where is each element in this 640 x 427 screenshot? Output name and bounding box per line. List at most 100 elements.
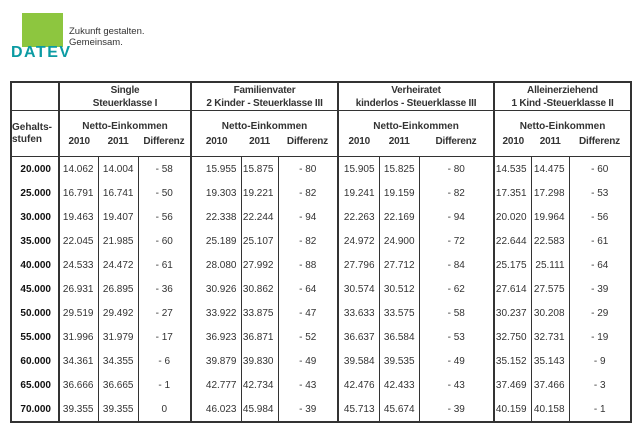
netto-value-cell: 36.871 bbox=[240, 325, 278, 349]
netto-value-cell: 26.931 bbox=[58, 277, 98, 301]
table-row: 45.000 26.931 26.895- 36 30.926 30.862- 64 30… bbox=[11, 277, 632, 301]
netto-value-cell: 24.472 bbox=[97, 253, 138, 277]
gehaltsstufe-cell: 35.000 bbox=[20, 235, 51, 247]
netto-value-cell: 39.584 bbox=[337, 349, 380, 373]
netto-value-cell: 33.633 bbox=[337, 301, 380, 325]
netto-value-cell: 22.644 bbox=[493, 229, 532, 253]
col-header-2010: 2010 bbox=[502, 135, 525, 147]
netto-value-cell: 36.923 bbox=[190, 325, 241, 349]
netto-value-cell: 46.023 bbox=[190, 397, 241, 422]
differenz-cell: - 58 bbox=[137, 156, 191, 181]
col-header-differenz: Differenz bbox=[286, 135, 328, 147]
differenz-cell: - 39 bbox=[277, 397, 339, 422]
netto-value-cell: 32.731 bbox=[530, 325, 570, 349]
year-headers: 2010 2011 Differenz bbox=[339, 136, 493, 147]
differenz-cell: - 82 bbox=[418, 181, 495, 205]
netto-value-cell: 40.159 bbox=[493, 397, 532, 422]
netto-value-cell: 36.666 bbox=[58, 373, 98, 397]
netto-value-cell: 29.519 bbox=[58, 301, 98, 325]
netto-value-cell: 16.791 bbox=[58, 181, 98, 205]
col-header-2011: 2011 bbox=[539, 135, 561, 147]
datev-wordmark: DATEV bbox=[11, 44, 72, 61]
netto-value-cell: 14.535 bbox=[493, 156, 532, 181]
netto-value-cell: 19.303 bbox=[190, 181, 241, 205]
table-row: 70.000 39.355 39.355 0 46.023 45.984- 39 45.71… bbox=[11, 397, 632, 422]
gehaltsstufe-cell: 55.000 bbox=[20, 331, 51, 343]
differenz-cell: - 36 bbox=[137, 277, 191, 301]
table-row: 55.000 31.996 31.979- 17 36.923 36.871- 52 36… bbox=[11, 325, 632, 349]
year-headers: 2010 2011 Differenz bbox=[60, 136, 190, 147]
netto-value-cell: 22.583 bbox=[530, 229, 570, 253]
differenz-cell: - 82 bbox=[277, 229, 339, 253]
differenz-cell: - 50 bbox=[137, 181, 191, 205]
netto-value-cell: 27.796 bbox=[337, 253, 380, 277]
netto-value-cell: 19.221 bbox=[240, 181, 278, 205]
differenz-cell: - 80 bbox=[418, 156, 495, 181]
netto-value-cell: 42.433 bbox=[378, 373, 420, 397]
netto-value-cell: 19.159 bbox=[378, 181, 420, 205]
netto-value-cell: 22.169 bbox=[378, 205, 420, 229]
differenz-cell: - 49 bbox=[277, 349, 339, 373]
differenz-cell: - 61 bbox=[568, 229, 632, 253]
netto-value-cell: 25.175 bbox=[493, 253, 532, 277]
netto-value-cell: 27.992 bbox=[240, 253, 278, 277]
differenz-cell: - 27 bbox=[137, 301, 191, 325]
group-header-verheiratet: Verheiratet kinderlos - Steuerklasse III bbox=[337, 82, 495, 111]
gehaltsstufe-cell: 20.000 bbox=[20, 163, 51, 175]
year-headers: 2010 2011 Differenz bbox=[192, 136, 337, 147]
differenz-cell: - 88 bbox=[277, 253, 339, 277]
netto-value-cell: 19.964 bbox=[530, 205, 570, 229]
netto-value-cell: 25.111 bbox=[530, 253, 570, 277]
netto-value-cell: 24.900 bbox=[378, 229, 420, 253]
differenz-cell: - 1 bbox=[137, 373, 191, 397]
datev-logo-square bbox=[22, 13, 63, 47]
netto-value-cell: 42.476 bbox=[337, 373, 380, 397]
differenz-cell: - 9 bbox=[568, 349, 632, 373]
netto-value-cell: 24.972 bbox=[337, 229, 380, 253]
differenz-cell: - 39 bbox=[418, 397, 495, 422]
brand-tagline: Zukunft gestalten. Gemeinsam. bbox=[69, 26, 145, 48]
group-title-line2: kinderlos - Steuerklasse III bbox=[355, 97, 477, 109]
netto-value-cell: 39.355 bbox=[58, 397, 98, 422]
netto-value-cell: 22.045 bbox=[58, 229, 98, 253]
differenz-cell: - 64 bbox=[277, 277, 339, 301]
netto-value-cell: 42.777 bbox=[190, 373, 241, 397]
netto-value-cell: 17.298 bbox=[530, 181, 570, 205]
netto-value-cell: 45.713 bbox=[337, 397, 380, 422]
differenz-cell: - 1 bbox=[568, 397, 632, 422]
table-row: 50.000 29.519 29.492- 27 33.922 33.875- 47 33… bbox=[11, 301, 632, 325]
netto-value-cell: 36.584 bbox=[378, 325, 420, 349]
rowhead-line2: stufen bbox=[12, 133, 42, 145]
group-title-line2: Steuerklasse I bbox=[92, 97, 158, 109]
differenz-cell: - 62 bbox=[418, 277, 495, 301]
netto-value-cell: 16.741 bbox=[97, 181, 138, 205]
netto-value-cell: 31.996 bbox=[58, 325, 98, 349]
netto-value-cell: 35.152 bbox=[493, 349, 532, 373]
netto-value-cell: 26.895 bbox=[97, 277, 138, 301]
col-header-2010: 2010 bbox=[205, 135, 228, 147]
differenz-cell: - 43 bbox=[418, 373, 495, 397]
netto-value-cell: 33.922 bbox=[190, 301, 241, 325]
col-header-2011: 2011 bbox=[388, 135, 410, 147]
netto-value-cell: 27.575 bbox=[530, 277, 570, 301]
table-row: 40.000 24.533 24.472- 61 28.080 27.992- 88 27… bbox=[11, 253, 632, 277]
netto-value-cell: 15.875 bbox=[240, 156, 278, 181]
gehaltsstufe-cell: 30.000 bbox=[20, 211, 51, 223]
netto-value-cell: 19.241 bbox=[337, 181, 380, 205]
differenz-cell: - 60 bbox=[568, 156, 632, 181]
netto-value-cell: 15.955 bbox=[190, 156, 241, 181]
netto-value-cell: 30.237 bbox=[493, 301, 532, 325]
netto-value-cell: 29.492 bbox=[97, 301, 138, 325]
netto-value-cell: 34.355 bbox=[97, 349, 138, 373]
col-header-2011: 2011 bbox=[107, 135, 129, 147]
group-header-alleinerziehend: Alleinerziehend 1 Kind -Steuerklasse II bbox=[493, 82, 632, 111]
netto-value-cell: 20.020 bbox=[493, 205, 532, 229]
netto-value-cell: 45.984 bbox=[240, 397, 278, 422]
netto-value-cell: 30.926 bbox=[190, 277, 241, 301]
differenz-cell: - 82 bbox=[277, 181, 339, 205]
differenz-cell: - 56 bbox=[137, 205, 191, 229]
col-header-differenz: Differenz bbox=[578, 135, 620, 147]
differenz-cell: - 49 bbox=[418, 349, 495, 373]
netto-value-cell: 21.985 bbox=[97, 229, 138, 253]
